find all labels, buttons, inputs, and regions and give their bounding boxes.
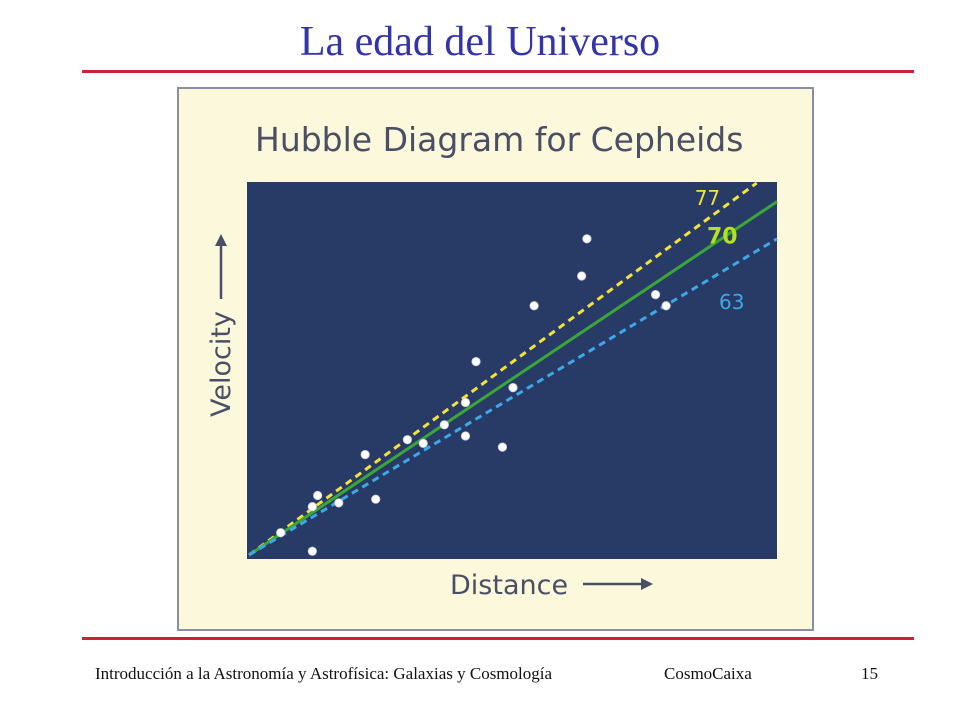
data-point — [508, 382, 518, 393]
data-point — [307, 546, 317, 556]
line-label-77: 77 — [695, 186, 720, 210]
chart-title: Hubble Diagram for Cepheids — [255, 120, 743, 159]
y-axis-arrow-head — [215, 234, 227, 246]
data-point — [582, 234, 592, 244]
data-point — [307, 502, 317, 512]
line-labels: 77 70 63 — [695, 186, 745, 314]
data-point — [577, 271, 587, 281]
fit-line-77 — [248, 181, 758, 557]
footer-venue: CosmoCaixa — [664, 664, 752, 683]
data-point — [418, 438, 428, 448]
data-point — [313, 490, 323, 501]
data-point — [497, 442, 508, 452]
footer-course-title: Introducción a la Astronomía y Astrofísi… — [95, 664, 553, 683]
x-axis-arrow-head — [641, 578, 653, 590]
data-points — [276, 234, 671, 556]
data-point — [439, 420, 449, 430]
slide-title: La edad del Universo — [299, 19, 661, 65]
data-point — [471, 356, 481, 367]
data-point — [402, 435, 412, 445]
data-point — [276, 528, 286, 538]
bottom-divider — [82, 637, 914, 640]
y-axis-label: Velocity — [206, 311, 237, 417]
x-axis-label: Distance — [450, 570, 568, 601]
data-point — [460, 397, 471, 408]
fit-line-70 — [248, 200, 778, 557]
data-point — [650, 290, 661, 300]
hubble-chart: Hubble Diagram for Cepheids 77 70 63 Dista… — [206, 120, 778, 601]
data-point — [371, 494, 381, 504]
data-point — [460, 431, 471, 441]
line-label-70: 70 — [707, 225, 738, 250]
data-point — [529, 301, 539, 311]
line-label-63: 63 — [719, 290, 744, 314]
data-point — [661, 301, 671, 311]
page-number: 15 — [861, 664, 878, 683]
top-divider — [82, 70, 914, 73]
hubble-diagram-panel: Hubble Diagram for Cepheids 77 70 63 Dista… — [177, 87, 814, 631]
data-point — [334, 498, 344, 508]
data-point — [360, 449, 370, 460]
